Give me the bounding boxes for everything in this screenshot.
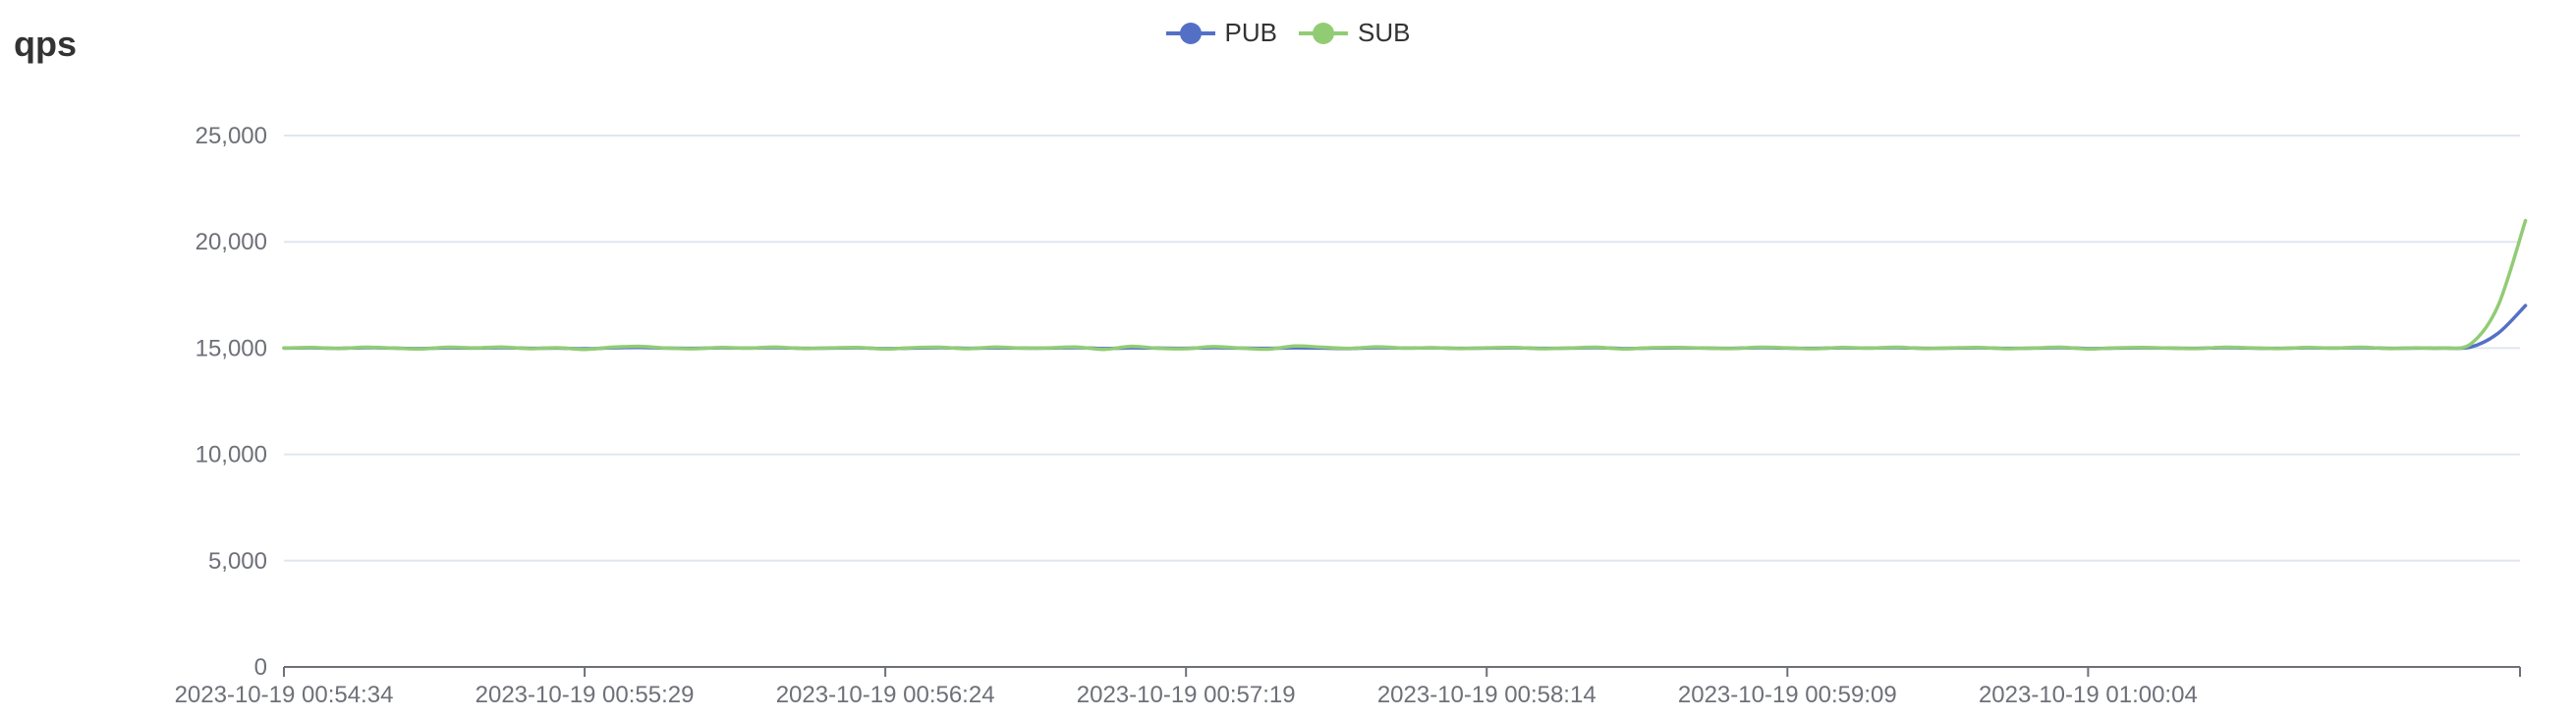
y-tick-label: 20,000 bbox=[196, 229, 267, 255]
x-tick-label: 2023-10-19 00:59:09 bbox=[1678, 682, 1897, 708]
legend-marker-pub-icon bbox=[1165, 22, 1215, 44]
x-tick-label: 2023-10-19 00:54:34 bbox=[175, 682, 394, 708]
x-tick-label: 2023-10-19 00:58:14 bbox=[1377, 682, 1596, 708]
legend-label-pub: PUB bbox=[1224, 18, 1277, 47]
y-tick-label: 5,000 bbox=[208, 548, 267, 575]
x-tick-label: 2023-10-19 00:55:29 bbox=[476, 682, 695, 708]
series-line-pub bbox=[282, 304, 2528, 351]
legend-marker-sub-icon bbox=[1299, 22, 1348, 44]
legend-item-sub[interactable]: SUB bbox=[1299, 18, 1410, 48]
chart-legend: PUB SUB bbox=[0, 18, 2576, 48]
x-tick-label: 2023-10-19 01:00:04 bbox=[1979, 682, 2198, 708]
y-tick-label: 15,000 bbox=[196, 335, 267, 361]
y-tick-label: 0 bbox=[254, 654, 267, 681]
legend-label-sub: SUB bbox=[1358, 18, 1411, 47]
x-tick-label: 2023-10-19 00:57:19 bbox=[1077, 682, 1296, 708]
x-tick-label: 2023-10-19 00:56:24 bbox=[776, 682, 995, 708]
panel-title: qps bbox=[14, 24, 78, 64]
y-tick-label: 25,000 bbox=[196, 123, 267, 149]
legend-item-pub[interactable]: PUB bbox=[1165, 18, 1277, 48]
series-line-sub bbox=[282, 218, 2528, 352]
y-tick-label: 10,000 bbox=[196, 442, 267, 469]
